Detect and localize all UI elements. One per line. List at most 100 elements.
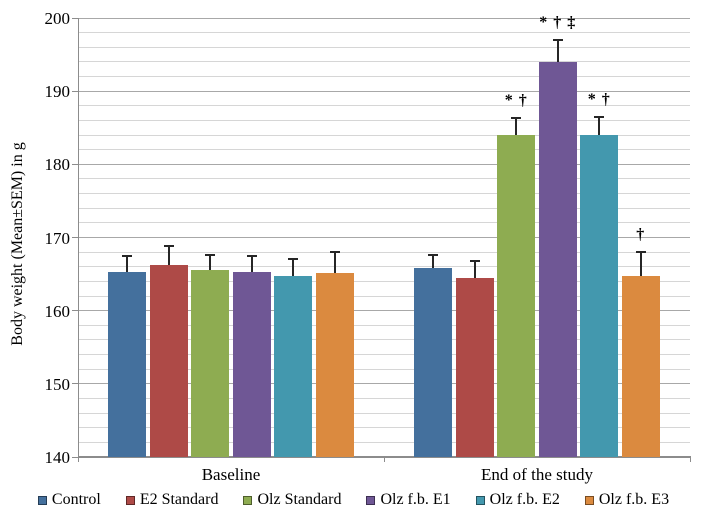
legend-item-olz-f-b-e3: Olz f.b. E3 bbox=[584, 491, 670, 509]
gridline-minor bbox=[78, 76, 690, 78]
x-axis-line bbox=[78, 456, 691, 458]
error-bar-line bbox=[209, 255, 212, 270]
category-label-end-of-the-study: End of the study bbox=[481, 465, 593, 484]
x-axis-tick bbox=[689, 457, 691, 462]
y-tick-label: 160 bbox=[44, 301, 71, 321]
y-tick-label: 200 bbox=[44, 9, 71, 28]
y-tick-label: 170 bbox=[44, 228, 71, 248]
bar-control-end-of-the-study bbox=[414, 268, 453, 457]
error-bar-line bbox=[292, 258, 295, 277]
bar-olz-standard-end-of-the-study bbox=[497, 135, 536, 457]
gridline-minor bbox=[78, 280, 690, 282]
error-bar-cap bbox=[552, 38, 563, 41]
gridline-minor bbox=[78, 397, 690, 399]
gridline-minor bbox=[78, 368, 690, 370]
x-axis-tick bbox=[77, 457, 79, 462]
gridline-minor bbox=[78, 193, 690, 195]
gridline-major bbox=[78, 310, 690, 312]
gridline-minor bbox=[78, 134, 690, 136]
bar-olz-standard-baseline bbox=[191, 269, 230, 457]
y-tick bbox=[72, 90, 78, 92]
y-tick bbox=[72, 163, 78, 165]
gridline-minor bbox=[78, 149, 690, 151]
legend-item-control: Control bbox=[37, 491, 101, 509]
gridline-major bbox=[78, 17, 690, 19]
bar-control-baseline bbox=[108, 271, 147, 457]
bar-olz-f-b-e2-end-of-the-study bbox=[580, 135, 619, 457]
legend-swatch-icon bbox=[475, 495, 485, 505]
gridline-minor bbox=[78, 339, 690, 341]
error-bar-cap bbox=[428, 254, 439, 257]
legend-swatch-icon bbox=[37, 495, 47, 505]
y-tick-label: 150 bbox=[44, 374, 71, 394]
gridline-minor bbox=[78, 32, 690, 34]
y-tick-label: 180 bbox=[44, 155, 71, 175]
y-tick bbox=[72, 456, 78, 458]
error-bar-line bbox=[126, 255, 129, 272]
significance-annotation: * † bbox=[504, 91, 528, 109]
error-bar-line bbox=[333, 252, 336, 273]
y-tick bbox=[72, 17, 78, 19]
error-bar-cap bbox=[205, 254, 216, 257]
error-bar-cap bbox=[469, 259, 480, 262]
legend-swatch-icon bbox=[366, 495, 376, 505]
error-bar-line bbox=[598, 116, 601, 136]
gridline-major bbox=[78, 237, 690, 238]
error-bar-cap bbox=[594, 115, 605, 118]
error-bar-line bbox=[432, 255, 435, 269]
significance-annotation: * † ‡ bbox=[539, 13, 577, 31]
error-bar-line bbox=[167, 246, 170, 265]
bar-e2-standard-baseline bbox=[149, 264, 188, 457]
legend-item-olz-f-b-e2: Olz f.b. E2 bbox=[475, 491, 560, 509]
gridline-minor bbox=[78, 412, 690, 414]
bar-olz-f-b-e3-baseline bbox=[315, 272, 354, 457]
error-bar-cap bbox=[163, 245, 174, 248]
error-bar-line bbox=[515, 117, 518, 136]
legend-swatch-icon bbox=[243, 495, 253, 505]
y-tick bbox=[72, 237, 78, 238]
y-axis-line bbox=[78, 18, 79, 457]
bar-olz-f-b-e3-end-of-the-study bbox=[621, 276, 660, 457]
gridline-minor bbox=[78, 46, 690, 48]
error-bar-line bbox=[250, 255, 253, 272]
legend-item-olz-f-b-e1: Olz f.b. E1 bbox=[366, 491, 451, 509]
legend-label: Olz Standard bbox=[257, 491, 342, 508]
y-tick-label: 140 bbox=[44, 448, 71, 467]
legend-label: Control bbox=[51, 491, 101, 508]
legend: Control E2 Standard Olz Standard Olz f.b. E… bbox=[0, 491, 707, 509]
category-label-baseline: Baseline bbox=[201, 465, 261, 484]
gridline-minor bbox=[78, 266, 690, 268]
gridline-minor bbox=[78, 207, 690, 209]
gridline-minor bbox=[78, 105, 690, 107]
error-bar-line bbox=[473, 260, 476, 278]
gridline-minor bbox=[78, 119, 690, 121]
gridline-minor bbox=[78, 61, 690, 63]
error-bar-cap bbox=[246, 254, 257, 257]
legend-label: E2 Standard bbox=[139, 491, 219, 508]
y-tick bbox=[72, 310, 78, 312]
gridline-minor bbox=[78, 251, 690, 253]
bar-olz-f-b-e2-baseline bbox=[274, 276, 313, 457]
y-tick-label: 190 bbox=[44, 82, 71, 102]
gridline-minor bbox=[78, 295, 690, 297]
gridline-major bbox=[78, 90, 690, 92]
legend-item-olz-standard: Olz Standard bbox=[243, 491, 341, 509]
error-bar-cap bbox=[511, 116, 522, 119]
gridline-minor bbox=[78, 222, 690, 224]
legend-swatch-icon bbox=[125, 495, 135, 505]
error-bar-cap bbox=[288, 257, 299, 260]
significance-annotation: † bbox=[636, 226, 646, 244]
error-bar-cap bbox=[635, 251, 646, 254]
legend-swatch-icon bbox=[584, 495, 594, 505]
bar-olz-f-b-e1-baseline bbox=[232, 271, 271, 457]
gridline-major bbox=[78, 383, 690, 385]
error-bar-cap bbox=[122, 254, 133, 257]
error-bar-cap bbox=[329, 251, 340, 254]
legend-label: Olz f.b. E3 bbox=[598, 491, 670, 508]
gridline-minor bbox=[78, 324, 690, 326]
significance-annotation: * † bbox=[587, 90, 611, 108]
gridline-minor bbox=[78, 178, 690, 180]
bar-e2-standard-end-of-the-study bbox=[455, 277, 494, 457]
